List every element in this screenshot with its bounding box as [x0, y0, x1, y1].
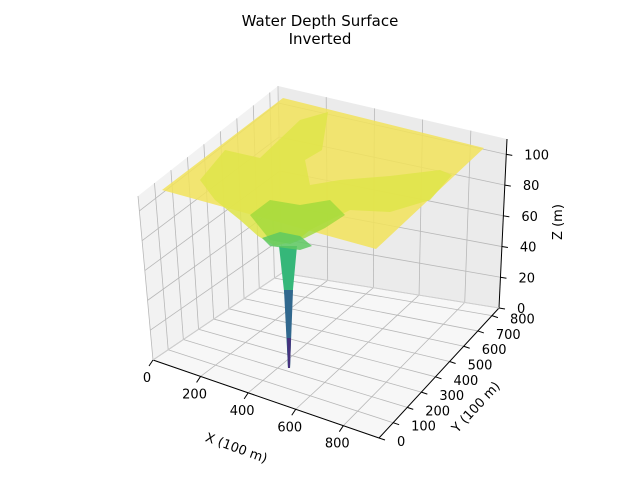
x-tick-label: 600: [277, 420, 302, 435]
z-tick-label: 0: [517, 302, 525, 317]
floor-pane: [153, 273, 499, 438]
x-tick-label: 400: [230, 404, 255, 419]
surface-ridge-low: [262, 232, 312, 250]
y-tick-label: 500: [468, 359, 493, 374]
z-tick-mark: [501, 246, 508, 249]
y-tick-mark: [435, 376, 442, 380]
z-tick-label: 100: [524, 148, 549, 163]
z-tick-mark: [503, 215, 510, 218]
y-tick-mark: [491, 315, 499, 319]
z-tick-label: 40: [520, 241, 537, 256]
z-grid-line-back: [281, 238, 501, 278]
y-tick-label: 400: [453, 374, 478, 389]
chart-subtitle: Inverted: [289, 30, 352, 48]
pane-edge: [281, 272, 500, 309]
y-tick-label: 800: [510, 313, 535, 328]
x-tick-label: 200: [182, 387, 207, 402]
x-tick-mark: [243, 392, 249, 400]
y-grid-line: [183, 339, 408, 408]
surface-spike-tip: [287, 338, 291, 368]
surface: [162, 98, 484, 368]
y-grid-line: [198, 328, 422, 393]
y-tick-label: 300: [439, 389, 464, 404]
y-tick-label: 700: [496, 328, 521, 343]
y-tick-mark: [477, 330, 484, 334]
x-grid-line: [200, 280, 328, 377]
x-grid-line: [343, 302, 466, 426]
y-tick-label: 600: [482, 343, 507, 358]
y-tick-mark: [392, 422, 400, 426]
z-tick-mark: [504, 184, 511, 187]
y-tick-label: 100: [411, 420, 436, 435]
y-tick-mark: [421, 391, 428, 395]
y-grid-line-wall: [170, 170, 184, 340]
x-tick-mark: [148, 359, 154, 367]
y-tick-mark: [378, 437, 386, 441]
x-tick-mark: [196, 376, 201, 383]
x-grid-line: [295, 294, 420, 410]
y-tick-mark: [449, 361, 456, 365]
z-tick-mark: [498, 307, 506, 310]
surface-ridge-inner: [250, 200, 345, 244]
x-tick-label: 0: [143, 371, 151, 386]
y-grid-line: [228, 308, 450, 362]
z-tick-label: 20: [518, 271, 535, 286]
z-axis-line: [498, 138, 508, 309]
z-axis-label: Z (m): [551, 204, 566, 240]
y-grid-line: [259, 287, 478, 332]
y-tick-label: 0: [397, 435, 405, 450]
x-tick-mark: [338, 425, 344, 432]
y-grid-line: [274, 277, 493, 317]
surface-spike-core: [284, 290, 293, 368]
y-grid-line: [213, 318, 436, 378]
y-grid-line-wall: [137, 195, 154, 361]
y-tick-mark: [407, 406, 414, 410]
pane-edge: [152, 272, 283, 361]
y-tick-mark: [463, 345, 470, 349]
y-tick-label: 200: [425, 404, 450, 419]
z-tick-mark: [506, 153, 513, 156]
x-tick-label: 800: [325, 437, 350, 452]
z-tick-label: 80: [523, 179, 540, 194]
y-axis-line: [378, 307, 500, 439]
x-grid-line: [247, 287, 374, 394]
x-axis-line: [152, 359, 380, 439]
y-grid-line: [168, 349, 394, 424]
z-tick-mark: [500, 276, 507, 279]
y-grid-line: [243, 298, 464, 347]
z-grid-line-left: [150, 238, 282, 331]
x-tick-mark: [291, 408, 297, 416]
x-axis-label: X (100 m): [203, 431, 269, 467]
y-grid-line-wall: [154, 183, 169, 350]
chart-title: Water Depth Surface: [242, 12, 399, 30]
z-tick-label: 60: [521, 210, 538, 225]
